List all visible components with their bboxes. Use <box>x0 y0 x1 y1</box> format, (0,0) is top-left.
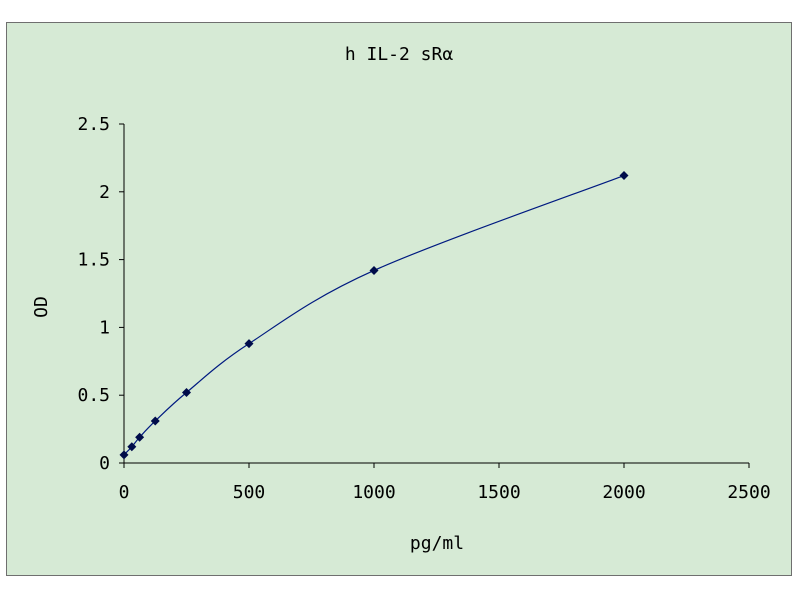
data-point <box>244 339 254 349</box>
series-layer <box>119 171 629 460</box>
data-point <box>369 265 379 275</box>
data-point <box>182 387 191 397</box>
x-tick-label: 500 <box>233 482 266 503</box>
data-point <box>135 432 145 442</box>
y-axis-title: OD <box>31 296 52 318</box>
x-tick-label: 2000 <box>602 482 645 503</box>
data-point <box>150 416 160 426</box>
series-line <box>123 174 625 456</box>
y-tick-label: 1.5 <box>77 250 110 271</box>
x-tick-label: 1000 <box>352 482 395 503</box>
x-tick-label: 1500 <box>477 482 520 503</box>
x-axis-title: pg/ml <box>410 533 464 554</box>
y-tick-label: 2.5 <box>77 114 110 135</box>
chart-title: h IL-2 sRα <box>345 44 454 65</box>
y-tick-label: 0 <box>99 453 110 474</box>
data-point <box>127 442 137 452</box>
chart-frame: h IL-2 sRα 0 0.5 1 1.5 2 2.5 0 500 1000 1500 2000 2… <box>6 22 792 576</box>
axes <box>119 123 750 468</box>
x-tick-label: 2500 <box>727 482 770 503</box>
y-tick-label: 0.5 <box>77 385 110 406</box>
x-tick-label: 0 <box>119 482 130 503</box>
y-tick-label: 1 <box>99 317 110 338</box>
data-point <box>119 450 129 460</box>
tick-labels: 0 0.5 1 1.5 2 2.5 0 500 1000 1500 2000 2500 <box>77 114 770 503</box>
y-tick-label: 2 <box>99 182 110 203</box>
chart-svg: h IL-2 sRα 0 0.5 1 1.5 2 2.5 0 500 1000 1500 2000 2… <box>31 44 771 554</box>
data-point <box>619 171 629 181</box>
